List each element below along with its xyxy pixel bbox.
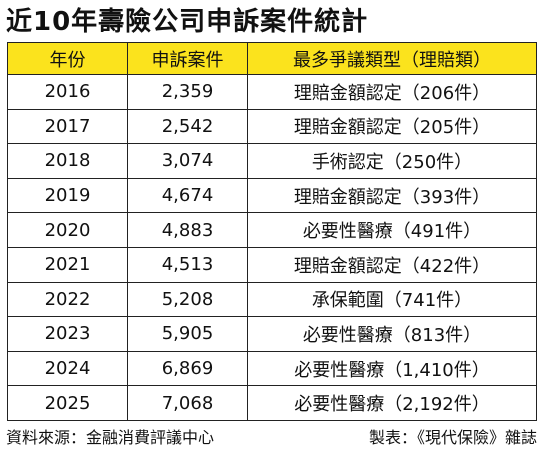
table-body: 2016 2,359 理賠金額認定（206件） 2017 2,542 理賠金額認…	[7, 74, 537, 421]
header-cases: 申訴案件	[127, 42, 248, 75]
cell-year: 2017	[7, 108, 128, 145]
page-title: 近10年壽險公司申訴案件統計	[6, 7, 369, 37]
cell-cases: 5,208	[127, 281, 248, 318]
table-row: 2016 2,359 理賠金額認定（206件）	[7, 74, 537, 110]
cell-cases: 4,883	[127, 212, 248, 248]
cell-dispute-type: 理賠金額認定（422件）	[247, 246, 537, 283]
cell-year: 2022	[7, 281, 128, 318]
complaints-table: 年份 申訴案件 最多爭議類型（理賠類） 2016 2,359 理賠金額認定（20…	[7, 42, 537, 421]
cell-year: 2019	[7, 177, 128, 214]
table-row: 2024 6,869 必要性醫療（1,410件）	[7, 350, 537, 387]
cell-cases: 2,359	[127, 74, 248, 110]
cell-year: 2018	[7, 143, 128, 179]
cell-year: 2020	[7, 212, 128, 248]
table-header: 年份 申訴案件 最多爭議類型（理賠類）	[7, 42, 537, 75]
cell-year: 2021	[7, 246, 128, 283]
cell-dispute-type: 必要性醫療（491件）	[247, 212, 537, 248]
cell-cases: 4,513	[127, 246, 248, 283]
cell-year: 2023	[7, 316, 128, 352]
table-row: 2021 4,513 理賠金額認定（422件）	[7, 246, 537, 283]
cell-cases: 7,068	[127, 385, 248, 421]
header-year: 年份	[7, 42, 128, 75]
cell-dispute-type: 理賠金額認定（205件）	[247, 108, 537, 145]
cell-cases: 4,674	[127, 177, 248, 214]
cell-dispute-type: 必要性醫療（1,410件）	[247, 350, 537, 387]
cell-cases: 3,074	[127, 143, 248, 179]
table-row: 2022 5,208 承保範圍（741件）	[7, 281, 537, 318]
table-row: 2020 4,883 必要性醫療（491件）	[7, 212, 537, 248]
cell-year: 2024	[7, 350, 128, 387]
credit-note: 製表：《現代保險》雜誌	[368, 428, 537, 447]
table-row: 2018 3,074 手術認定（250件）	[7, 143, 537, 179]
cell-dispute-type: 理賠金額認定（206件）	[247, 74, 537, 110]
cell-year: 2016	[7, 74, 128, 110]
cell-dispute-type: 理賠金額認定（393件）	[247, 177, 537, 214]
cell-dispute-type: 必要性醫療（813件）	[247, 316, 537, 352]
header-row: 年份 申訴案件 最多爭議類型（理賠類）	[7, 42, 537, 75]
cell-dispute-type: 手術認定（250件）	[247, 143, 537, 179]
cell-year: 2025	[7, 385, 128, 421]
table-row: 2019 4,674 理賠金額認定（393件）	[7, 177, 537, 214]
header-dispute-type: 最多爭議類型（理賠類）	[247, 42, 537, 75]
cell-dispute-type: 必要性醫療（2,192件）	[247, 385, 537, 421]
table-row: 2017 2,542 理賠金額認定（205件）	[7, 108, 537, 145]
cell-cases: 5,905	[127, 316, 248, 352]
table-row: 2023 5,905 必要性醫療（813件）	[7, 316, 537, 352]
cell-dispute-type: 承保範圍（741件）	[247, 281, 537, 318]
table-row: 2025 7,068 必要性醫療（2,192件）	[7, 385, 537, 421]
cell-cases: 2,542	[127, 108, 248, 145]
cell-cases: 6,869	[127, 350, 248, 387]
source-note: 資料來源：金融消費評議中心	[6, 428, 215, 447]
